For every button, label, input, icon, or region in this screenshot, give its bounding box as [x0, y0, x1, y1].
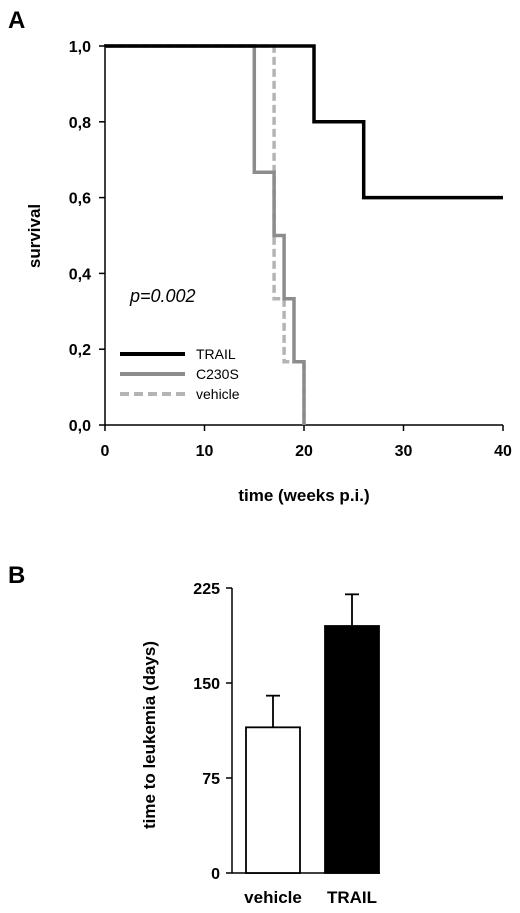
y-tick-label: 0,0 — [69, 418, 91, 435]
bar-chart: B 0 75 150 225 vehicle TRAIL time to leukemi… — [8, 562, 380, 907]
x-tick-label: 20 — [295, 443, 313, 460]
bar-vehicle — [245, 726, 301, 874]
legend-label-vehicle: vehicle — [196, 386, 240, 402]
survival-series — [105, 44, 503, 425]
y-tick-label: 0,8 — [69, 115, 91, 132]
bar-axes: 0 75 150 225 — [193, 581, 380, 883]
bar-y-tick-label: 75 — [202, 771, 220, 788]
y-tick-label: 0,2 — [69, 342, 91, 359]
bar-category-label: vehicle — [244, 888, 302, 907]
x-tick-label: 10 — [196, 443, 214, 460]
series-line-c230s — [105, 44, 306, 425]
bar-y-tick-label: 225 — [193, 581, 220, 598]
y-tick-label: 0,6 — [69, 191, 91, 208]
y-axis-title: survival — [25, 204, 44, 268]
legend-label-c230s: C230S — [196, 366, 239, 382]
panel-a-label: A — [8, 7, 25, 34]
bar-category-label: TRAIL — [327, 888, 377, 907]
survival-axes: 0,0 0,2 0,4 0,6 0,8 1,0 0 10 20 30 40 — [69, 39, 512, 460]
x-axis-title: time (weeks p.i.) — [238, 486, 369, 505]
y-tick-label: 1,0 — [69, 39, 91, 56]
x-tick-label: 0 — [101, 443, 110, 460]
survival-chart: A 0,0 0,2 0,4 0,6 0,8 1,0 0 10 20 30 40 p=0.002 TR… — [8, 7, 512, 505]
bar-y-tick-label: 0 — [211, 866, 220, 883]
legend-label-trail: TRAIL — [196, 346, 236, 362]
x-tick-label: 40 — [494, 443, 512, 460]
survival-legend: TRAIL C230S vehicle — [120, 346, 240, 402]
bar-y-axis-title: time to leukemia (days) — [140, 641, 159, 829]
y-tick-label: 0,4 — [69, 266, 91, 283]
panel-b-label: B — [8, 562, 25, 589]
series-line-trail — [105, 44, 503, 200]
bar-y-tick-label: 150 — [193, 676, 220, 693]
bar-series: vehicle TRAIL — [244, 593, 380, 907]
bar-trail — [324, 625, 380, 874]
x-tick-label: 30 — [395, 443, 413, 460]
p-value-annotation: p=0.002 — [129, 286, 196, 306]
